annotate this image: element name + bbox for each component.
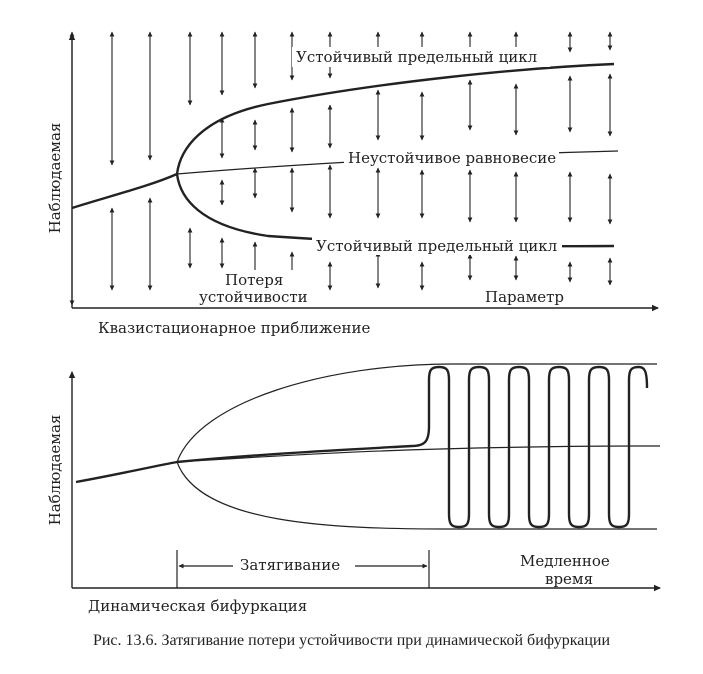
quasistationary-subtitle: Квазистационарное приближение xyxy=(98,319,371,337)
slow-time-label-line2: время xyxy=(545,570,593,588)
top-y-axis-label: Наблюдаемая xyxy=(46,123,64,234)
delayed-trajectory-curve xyxy=(75,365,649,529)
delay-label: Затягивание xyxy=(240,556,340,574)
unstable-equilibrium-line xyxy=(176,445,661,463)
vector-field-arrows xyxy=(69,31,613,306)
dynamic-bifurcation-subtitle: Динамическая бифуркация xyxy=(88,597,307,615)
upper-limit-cycle-label: Устойчивый предельный цикл xyxy=(296,48,537,66)
bottom-y-axis-label: Наблюдаемая xyxy=(46,415,64,526)
slow-time-label-line1: Медленное xyxy=(520,552,610,570)
lower-limit-cycle-label: Устойчивый предельный цикл xyxy=(316,237,557,255)
figure-caption: Рис. 13.6. Затягивание потери устойчивос… xyxy=(92,632,611,649)
bottom-panel: Затягивание Медленное время Наблюдаемая … xyxy=(46,363,661,615)
stable-equilibrium-curve xyxy=(71,172,178,210)
top-panel: Устойчивый предельный цикл Неустойчивое … xyxy=(46,31,659,337)
unstable-equilibrium-label: Неустойчивое равновесие xyxy=(348,149,556,167)
loss-of-stability-label-line1: Потеря xyxy=(225,271,283,289)
parameter-axis-label: Параметр xyxy=(485,288,564,306)
loss-of-stability-label-line2: устойчивости xyxy=(199,288,308,306)
upper-limit-cycle-curve xyxy=(175,62,615,175)
